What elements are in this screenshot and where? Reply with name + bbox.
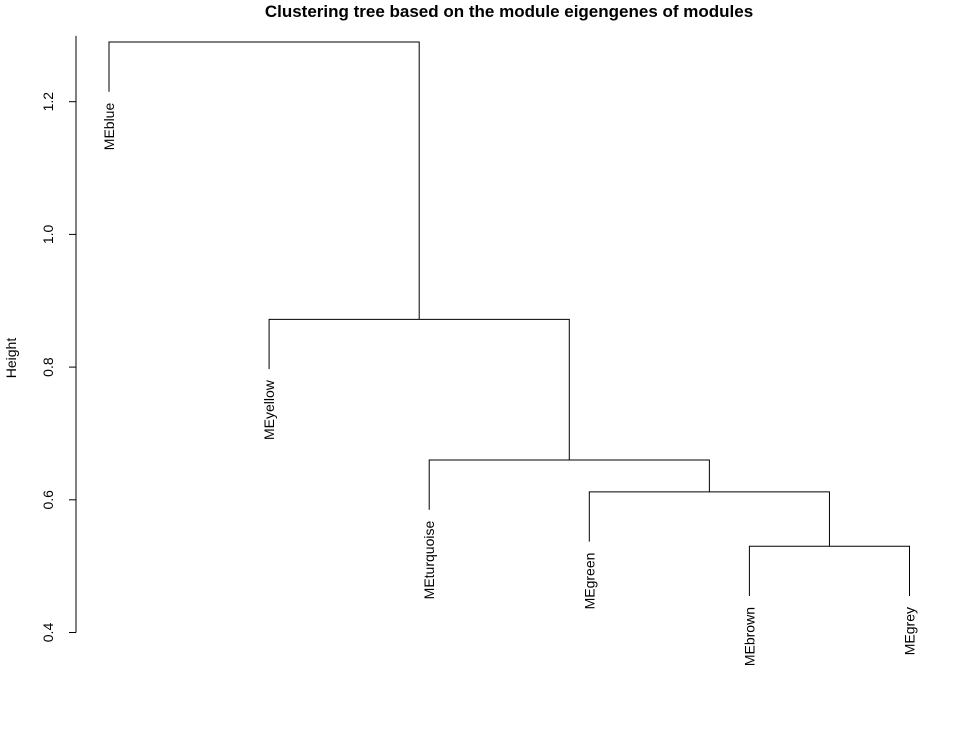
- y-tick-label: 0.8: [40, 357, 56, 377]
- y-tick-label: 0.4: [40, 623, 56, 643]
- leaf-label: MEturquoise: [421, 521, 437, 600]
- leaf-label: MEblue: [101, 103, 117, 151]
- y-tick-label: 1.2: [40, 92, 56, 112]
- dendrogram-link: [428, 459, 710, 510]
- y-tick-label: 0.6: [40, 490, 56, 510]
- leaf-labels: MEbrown MEgrey MEgreen MEturquoise MEyellow M…: [101, 103, 918, 667]
- leaf-label: MEgreen: [581, 553, 597, 610]
- dendrogram-links: [108, 41, 910, 597]
- leaf-label: MEgrey: [902, 607, 918, 655]
- y-tick-label: 1.0: [40, 224, 56, 244]
- dendrogram-link: [748, 545, 910, 597]
- dendrogram-link: [268, 318, 570, 460]
- y-axis-label: Height: [3, 338, 19, 379]
- dendrogram-link: [108, 41, 420, 320]
- chart-title: Clustering tree based on the module eige…: [265, 2, 753, 21]
- y-axis: 0.4 0.6 0.8 1.0 1.2: [40, 35, 77, 643]
- leaf-label: MEyellow: [261, 379, 277, 440]
- dendrogram-link: [588, 491, 830, 547]
- leaf-label: MEbrown: [741, 607, 757, 666]
